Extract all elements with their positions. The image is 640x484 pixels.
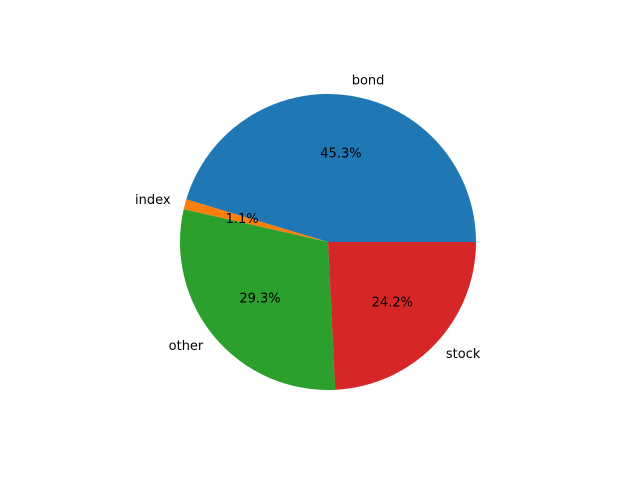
pie-slice-index <box>183 199 328 242</box>
pie-percent-stock: 24.2% <box>372 296 413 311</box>
pie-slice-other <box>179 209 336 390</box>
pie-labels: bond 45.3% index 1.1% other 29.3% stock 24.2% <box>135 73 481 361</box>
pie-label-other: other <box>169 339 204 354</box>
pie-slice-stock <box>328 242 476 390</box>
pie-label-bond: bond <box>352 73 385 88</box>
pie-label-stock: stock <box>446 347 481 362</box>
pie-percent-other: 29.3% <box>239 292 280 307</box>
pie-slices <box>179 93 476 390</box>
pie-percent-bond: 45.3% <box>320 147 361 162</box>
pie-percent-index: 1.1% <box>226 212 259 227</box>
pie-slice-bond <box>186 93 476 242</box>
pie-label-index: index <box>135 193 171 208</box>
